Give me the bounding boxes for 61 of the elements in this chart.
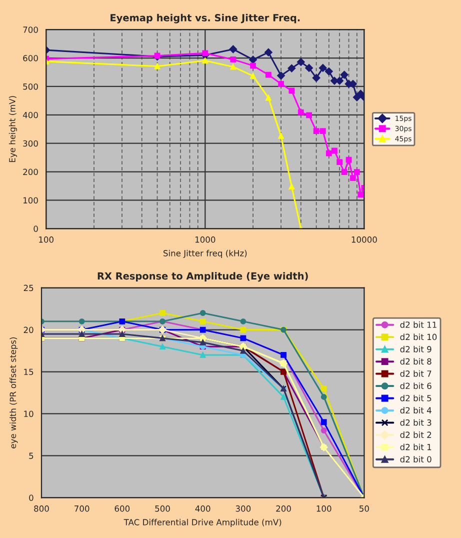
y-tick-label: 5 [29, 452, 34, 459]
point [200, 310, 206, 316]
point [240, 348, 246, 354]
point [320, 386, 327, 392]
y-tick-label: 20 [24, 326, 34, 334]
point [280, 394, 286, 400]
x-tick-label: 200 [276, 505, 291, 512]
x-axis-title: TAC Differential Drive Amplitude (mV) [124, 518, 282, 527]
y-tick-label: 200 [23, 168, 38, 176]
y-tick-label: 400 [22, 112, 38, 118]
point [320, 394, 327, 400]
x-tick-label: 10000 [352, 236, 377, 243]
chart-title: RX Response to Amplitude (Eye width) [98, 272, 308, 282]
point [78, 318, 85, 324]
y-tick-label: 500 [23, 83, 38, 90]
point [78, 331, 85, 337]
x-tick-label: 100 [316, 505, 332, 512]
legend-label: d2 bit 3 [400, 419, 432, 426]
x-tick-label: 400 [195, 505, 210, 512]
x-tick-label: 100 [39, 236, 54, 243]
x-tick-label: 800 [34, 505, 49, 512]
legend-label: d2 bit 2 [400, 432, 432, 438]
legend-label: d2 bit 4 [400, 407, 432, 414]
point [119, 331, 126, 337]
x-axis-title: Sine Jitter freq (kHz) [164, 250, 247, 258]
x-tick-label: 1000 [195, 236, 216, 243]
y-tick-label: 10 [24, 410, 34, 418]
y-tick-label: 25 [24, 284, 34, 292]
point [240, 326, 246, 333]
y-tick-label: 300 [23, 140, 38, 147]
chart-title: Eyemap height vs. Sine Jitter Freq. [110, 14, 300, 24]
point [240, 318, 246, 324]
point [160, 310, 166, 316]
legend-label: d2 bit 10 [400, 334, 437, 340]
legend-label: d2 bit 6 [400, 382, 432, 390]
point [160, 344, 166, 350]
point [320, 419, 327, 426]
y-axis-title: eye width (PR offset steps) [10, 337, 18, 448]
y-tick-label: 15 [24, 368, 34, 376]
legend-label: d2 bit 7 [400, 370, 432, 377]
y-tick-label: 700 [23, 26, 38, 33]
legend-label: d2 bit 0 [400, 456, 432, 462]
y-axis-title: Eye height (mV) [8, 96, 17, 162]
legend-label: d2 bit 11 [400, 321, 436, 328]
point [200, 339, 206, 346]
legend-label: d2 bit 8 [400, 358, 432, 365]
legend-label: d2 bit 5 [400, 394, 432, 402]
x-tick-label: 50 [360, 505, 369, 512]
point [200, 318, 206, 324]
y-tick-label: 0 [34, 226, 38, 232]
x-tick-label: 600 [114, 505, 130, 512]
x-tick-label: 300 [236, 505, 251, 512]
y-tick-label: 600 [23, 55, 38, 62]
y-tick-label: 0 [29, 494, 34, 501]
legend-label: d2 bit 9 [400, 346, 432, 352]
legend-label: d2 bit 1 [400, 444, 432, 450]
point [320, 428, 327, 434]
x-tick-label: 500 [155, 505, 170, 512]
x-tick-label: 700 [74, 505, 90, 512]
y-tick-label: 100 [23, 197, 38, 204]
point [200, 352, 206, 358]
